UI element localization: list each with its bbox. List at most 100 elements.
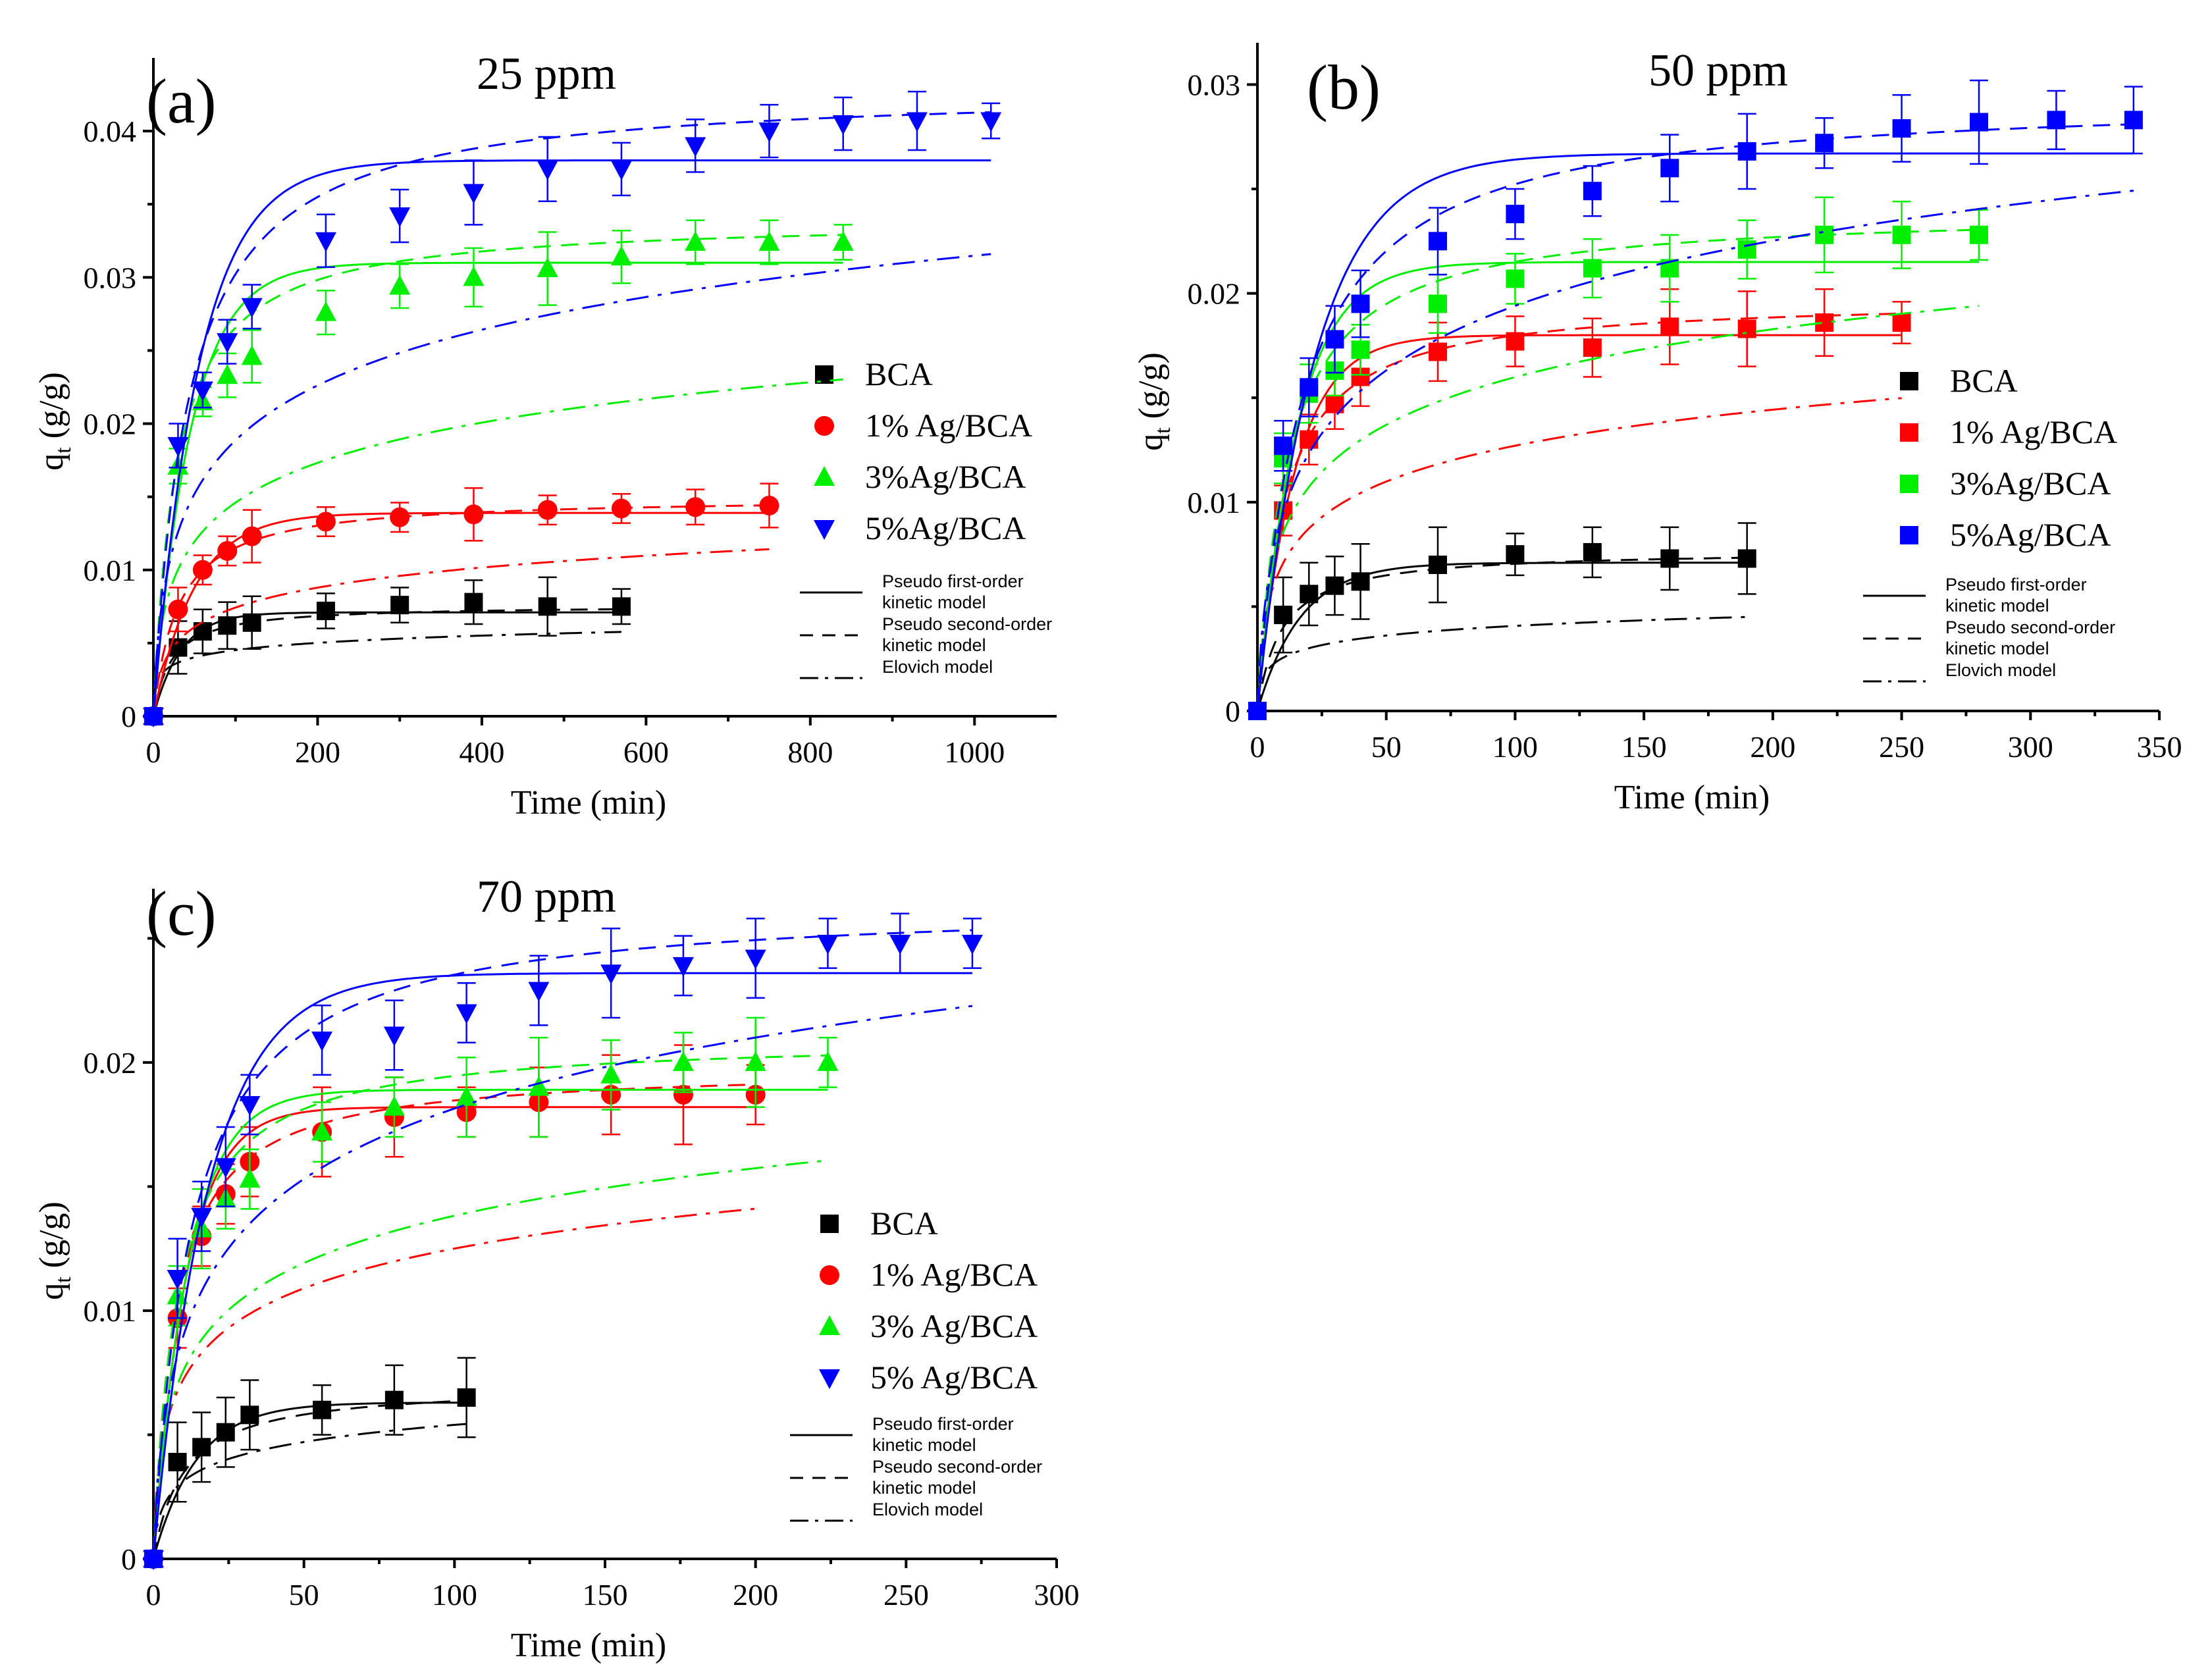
data-point	[217, 333, 238, 354]
y-tick-label: 0.01	[1188, 486, 1241, 519]
x-tick-label: 0	[146, 735, 161, 769]
y-axis-label-sub: t	[1151, 427, 1175, 434]
data-point	[1815, 134, 1834, 153]
pso-fit-line	[152, 111, 991, 717]
pfo-fit-line	[1256, 261, 1979, 712]
y-tick-label: 0.04	[84, 115, 137, 148]
data-point	[383, 1095, 405, 1116]
panel-title: 50 ppm	[1648, 45, 1788, 96]
elovich-fit-line	[1256, 397, 1902, 712]
data-point	[685, 497, 706, 517]
model-legend-label: Elovich model	[872, 1500, 983, 1519]
pfo-fit-line	[152, 1106, 756, 1560]
y-tick-label: 0	[121, 1542, 136, 1576]
data-point	[167, 1269, 188, 1290]
data-point	[528, 982, 550, 1002]
pso-fit-line	[1256, 312, 1902, 712]
series-1	[144, 1044, 766, 1569]
data-point	[685, 231, 706, 251]
elovich-fit-line	[152, 253, 991, 717]
data-point	[316, 602, 335, 620]
data-point	[463, 266, 485, 286]
data-point	[980, 112, 1002, 132]
x-tick-label: 200	[1750, 730, 1795, 764]
legend-label: 3% Ag/BCA	[870, 1307, 1038, 1344]
x-tick-label: 1000	[944, 735, 1005, 769]
elovich-fit-line	[1256, 190, 2134, 712]
x-tick-label: 250	[883, 1578, 929, 1612]
x-tick-label: 0	[1250, 730, 1265, 764]
data-point	[2047, 111, 2066, 130]
model-legend-label: Pseudo second-order	[872, 1457, 1042, 1477]
panel-label: (b)	[1307, 52, 1381, 122]
x-tick-label: 200	[295, 735, 340, 769]
legend-marker	[814, 416, 834, 436]
legend-label: 3%Ag/BCA	[1950, 465, 2111, 502]
model-legend-label-cont: kinetic model	[872, 1435, 976, 1455]
data-point	[1506, 332, 1525, 351]
legend-label: 5%Ag/BCA	[865, 510, 1026, 546]
pso-fit-line	[152, 1054, 828, 1560]
data-point	[1325, 330, 1344, 349]
data-point	[143, 708, 164, 727]
data-point	[242, 526, 262, 546]
data-point	[1737, 319, 1756, 338]
data-point	[384, 1390, 404, 1409]
data-point	[1660, 159, 1679, 178]
elovich-fit-line	[152, 1207, 756, 1560]
y-tick-label: 0.01	[84, 554, 137, 587]
data-point	[390, 596, 409, 615]
data-point	[1506, 545, 1525, 564]
y-axis-label-unit: (g/g)	[33, 1201, 70, 1276]
data-point	[1351, 340, 1370, 359]
data-point	[1583, 182, 1602, 201]
data-point	[313, 1400, 332, 1419]
legend-marker	[1900, 526, 1918, 544]
data-point	[600, 964, 622, 985]
legend-marker	[820, 1265, 839, 1285]
legend-label: BCA	[870, 1205, 938, 1242]
series-1	[144, 483, 779, 726]
chart-panel-2: 0 50 100 150 200 250 300 0 0.01 0.02 Time (min) qt …	[33, 872, 1080, 1664]
x-tick-label: 150	[1621, 730, 1667, 764]
y-tick-label: 0	[1225, 695, 1240, 728]
model-legend-label: Pseudo second-order	[882, 614, 1052, 634]
x-tick-label: 400	[459, 735, 504, 769]
x-tick-label: 50	[289, 1578, 319, 1612]
data-point	[1737, 549, 1756, 568]
y-axis-label: qt (g/g)	[33, 1201, 76, 1300]
pfo-fit-line	[152, 1402, 467, 1560]
data-point	[1429, 232, 1447, 251]
series-2	[143, 219, 854, 725]
data-point	[315, 512, 336, 532]
panel-title: 25 ppm	[477, 49, 616, 99]
data-point	[242, 613, 261, 632]
series-3	[143, 90, 1002, 727]
legend-marker	[1900, 423, 1918, 442]
data-point	[456, 1004, 477, 1024]
data-point	[758, 122, 780, 143]
model-legend-label-cont: kinetic model	[872, 1478, 976, 1498]
data-point	[143, 1550, 164, 1570]
x-tick-label: 100	[432, 1578, 477, 1612]
data-point	[168, 599, 188, 619]
data-point	[1970, 113, 1988, 132]
data-point	[389, 275, 411, 295]
y-axis-label: qt (g/g)	[33, 372, 76, 471]
y-tick-label: 0	[121, 700, 136, 733]
data-point	[457, 1388, 476, 1407]
series-2	[1248, 196, 1988, 720]
elovich-fit-line	[152, 1423, 467, 1560]
data-point	[1429, 342, 1447, 361]
y-axis-label: qt (g/g)	[1132, 352, 1175, 451]
data-point	[600, 1063, 622, 1084]
panel-title: 70 ppm	[477, 872, 616, 922]
data-point	[1274, 436, 1293, 456]
data-point	[191, 1207, 213, 1228]
data-point	[610, 246, 632, 266]
data-point	[889, 934, 911, 955]
legend-marker	[814, 520, 835, 540]
model-legend-label: Pseudo second-order	[1945, 617, 2115, 637]
x-tick-label: 100	[1492, 730, 1538, 764]
x-tick-label: 0	[146, 1578, 161, 1612]
